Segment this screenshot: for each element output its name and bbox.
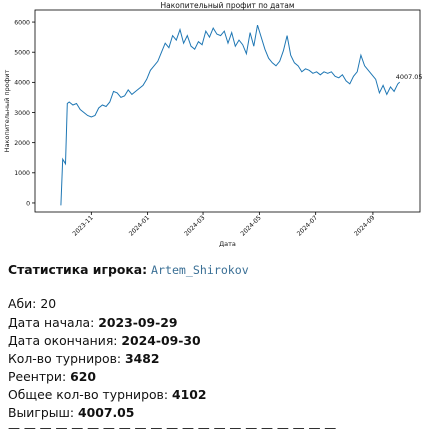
- y-tick-label: 4000: [14, 80, 30, 87]
- x-tick-label: 2024-05: [240, 214, 263, 237]
- final-value-label: 4007.05: [396, 73, 423, 81]
- divider-line: — — — — — — — — — — — — — — — — — — — — …: [8, 421, 337, 435]
- stat-winnings-value: 4007.05: [77, 405, 135, 420]
- x-tick-label: 2024-03: [183, 214, 206, 237]
- chart-svg: Накопительный профит по датам 0 1000 2000 30…: [3, 1, 423, 248]
- stat-abi: Аби: 20: [8, 295, 56, 312]
- y-axis-label: Накопительный профит: [3, 69, 11, 152]
- stat-end-value: 2024-09-30: [121, 333, 201, 348]
- y-tick-label: 5000: [14, 50, 30, 57]
- stat-reentries-value: 620: [70, 369, 96, 384]
- stat-total-label: Общее кол-во турниров:: [8, 387, 169, 402]
- username-link[interactable]: Artem_Shirokov: [151, 263, 249, 277]
- stat-end-label: Дата окончания:: [8, 333, 118, 348]
- stat-winnings-label: Выигрыш:: [8, 405, 75, 420]
- stat-total-tournaments: Общее кол-во турниров: 4102: [8, 386, 206, 403]
- stat-tournaments-value: 3482: [125, 351, 160, 366]
- x-tick-label: 2023-11: [71, 214, 94, 237]
- stat-tournaments-label: Кол-во турниров:: [8, 351, 122, 366]
- y-tick-label: 6000: [14, 19, 30, 26]
- x-tick-label: 2024-07: [296, 214, 319, 237]
- stat-start-value: 2023-09-29: [98, 315, 178, 330]
- y-tick-label: 0: [26, 200, 30, 207]
- stat-start-label: Дата начала:: [8, 315, 95, 330]
- stat-reentries: Реентри: 620: [8, 368, 96, 385]
- profit-chart: Накопительный профит по датам 0 1000 2000 30…: [3, 1, 423, 248]
- stat-abi-label: Аби:: [8, 296, 37, 311]
- stats-title: Статистика игрока:: [8, 262, 148, 277]
- y-tick-label: 1000: [14, 170, 30, 177]
- y-tick-label: 3000: [14, 110, 30, 117]
- stat-end-date: Дата окончания: 2024-09-30: [8, 332, 201, 349]
- stat-tournaments: Кол-во турниров: 3482: [8, 350, 160, 367]
- stat-start-date: Дата начала: 2023-09-29: [8, 314, 178, 331]
- stats-heading: Статистика игрока: Artem_Shirokov: [8, 261, 249, 279]
- x-axis-label: Дата: [219, 240, 236, 248]
- chart-title: Накопительный профит по датам: [161, 1, 295, 10]
- x-tick-label: 2024-01: [128, 214, 151, 237]
- x-tick-label: 2024-09: [353, 214, 376, 237]
- stat-winnings: Выигрыш: 4007.05: [8, 404, 134, 421]
- plot-frame: [34, 9, 421, 213]
- stat-reentries-label: Реентри:: [8, 369, 67, 384]
- y-tick-label: 2000: [14, 140, 30, 147]
- profit-series-line: [60, 24, 401, 206]
- stat-abi-value: 20: [40, 296, 57, 311]
- stat-total-value: 4102: [171, 387, 207, 402]
